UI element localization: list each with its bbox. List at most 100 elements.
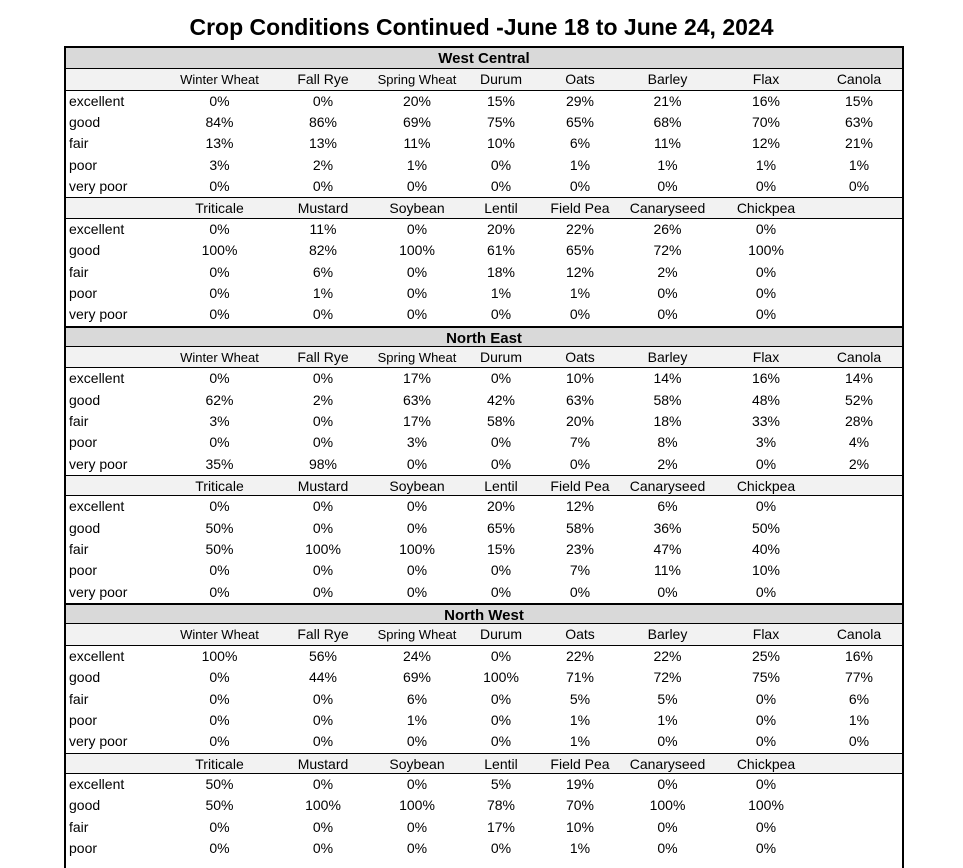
column-header-row: Winter Wheat Fall Rye Spring Wheat Durum Oat…	[66, 624, 902, 646]
value-cell: 0%	[657, 178, 678, 195]
value-cell: 4%	[848, 434, 870, 451]
row-label: excellent	[69, 775, 125, 792]
column-header: Flax	[752, 348, 780, 365]
data-row: excellent 50% 0% 0% 5% 19% 0% 0%	[66, 774, 902, 795]
column-header: Fall Rye	[297, 71, 349, 88]
value-cell: 72%	[653, 669, 682, 686]
value-cell: 48%	[751, 391, 781, 408]
value-cell: 0%	[209, 370, 230, 387]
value-cell: 69%	[402, 114, 432, 131]
value-cell: 0%	[657, 583, 678, 600]
column-header-row: Triticale Mustard Soybean Lentil Field Pea Ca…	[66, 197, 902, 219]
value-cell: 47%	[653, 541, 682, 558]
column-header: Fall Rye	[297, 348, 349, 365]
column-header: Barley	[647, 626, 688, 643]
column-header: Durum	[479, 626, 522, 643]
value-cell: 0%	[490, 690, 512, 707]
value-cell: 11%	[654, 562, 681, 579]
section-header: North West	[66, 603, 902, 625]
value-cell: 3%	[406, 434, 428, 451]
data-row: fair 13% 13% 11% 10% 6% 11% 12% 21%	[66, 133, 902, 154]
value-cell: 0%	[209, 434, 230, 451]
value-cell: 100%	[201, 647, 238, 664]
row-label: good	[69, 797, 101, 814]
value-cell: 68%	[653, 114, 682, 131]
value-cell: 0%	[312, 839, 334, 856]
value-cell: 0%	[755, 220, 777, 237]
value-cell: 0%	[406, 178, 428, 195]
value-cell: 6%	[406, 690, 428, 707]
row-label: poor	[69, 284, 98, 301]
value-cell: 6%	[848, 690, 870, 707]
data-row: poor 3% 2% 1% 0% 1% 1% 1% 1%	[66, 155, 902, 176]
value-cell: 63%	[565, 391, 595, 408]
data-row: fair 3% 0% 17% 58% 20% 18% 33% 28%	[66, 411, 902, 432]
data-row: fair 50% 100% 100% 15% 23% 47% 40%	[66, 539, 902, 560]
value-cell: 22%	[565, 647, 595, 664]
value-cell: 14%	[653, 370, 682, 387]
value-cell: 0%	[209, 498, 230, 515]
value-cell: 52%	[844, 391, 874, 408]
column-header: Flax	[752, 71, 780, 88]
column-header: Canaryseed	[629, 200, 706, 217]
value-cell: 0%	[312, 412, 334, 429]
column-header: Lentil	[484, 478, 518, 494]
row-label: good	[69, 114, 101, 131]
value-cell: 3%	[755, 434, 777, 451]
column-header: Canola	[836, 71, 882, 88]
value-cell: 86%	[308, 114, 338, 131]
value-cell: 35%	[205, 455, 234, 472]
value-cell: 0%	[755, 284, 777, 301]
value-cell: 17%	[402, 412, 432, 429]
value-cell: 0%	[209, 178, 230, 195]
value-cell: 0%	[490, 647, 512, 664]
data-row: good 50% 100% 100% 78% 70% 100% 100%	[66, 795, 902, 816]
row-label: poor	[69, 562, 98, 579]
value-cell: 0%	[490, 583, 512, 600]
value-cell: 100%	[649, 797, 686, 814]
value-cell: 0%	[490, 839, 512, 856]
column-header: Oats	[565, 348, 595, 365]
data-row: excellent 100% 56% 24% 0% 22% 22% 25% 16%	[66, 646, 902, 667]
data-row: good 84% 86% 69% 75% 65% 68% 70% 63%	[66, 112, 902, 133]
value-cell: 0%	[755, 690, 777, 707]
value-cell: 0%	[209, 690, 230, 707]
value-cell: 0%	[312, 583, 334, 600]
value-cell: 0%	[312, 519, 334, 536]
value-cell: 70%	[751, 114, 781, 131]
value-cell: 0%	[755, 839, 777, 856]
value-cell: 0%	[569, 306, 591, 323]
value-cell: 24%	[402, 647, 432, 664]
value-cell: 0%	[312, 818, 334, 835]
value-cell: 16%	[751, 370, 781, 387]
value-cell: 0%	[312, 178, 334, 195]
value-cell: 2%	[312, 156, 334, 173]
section-name: North West	[444, 607, 524, 625]
value-cell: 0%	[755, 455, 777, 472]
value-cell: 77%	[844, 669, 874, 686]
column-header: Oats	[565, 71, 595, 88]
value-cell: 0%	[209, 284, 230, 301]
column-header-row: Winter Wheat Fall Rye Spring Wheat Durum Oat…	[66, 69, 902, 91]
value-cell: 28%	[844, 412, 874, 429]
row-label: excellent	[69, 498, 125, 515]
section-header: North East	[66, 325, 902, 347]
data-row: good 100% 82% 100% 61% 65% 72% 100%	[66, 240, 902, 261]
value-cell: 2%	[657, 455, 678, 472]
value-cell: 23%	[565, 541, 595, 558]
column-header: Canaryseed	[629, 478, 706, 494]
data-row: poor 0% 0% 3% 0% 7% 8% 3% 4%	[66, 432, 902, 453]
page-title: Crop Conditions Continued -June 18 to Ju…	[189, 14, 774, 40]
column-header: Canola	[836, 626, 882, 643]
value-cell: 1%	[569, 733, 591, 750]
value-cell: 20%	[486, 220, 516, 237]
value-cell: 16%	[844, 647, 874, 664]
value-cell: 10%	[486, 135, 516, 152]
row-label: fair	[69, 135, 89, 152]
value-cell: 6%	[657, 498, 678, 515]
value-cell: 17%	[402, 370, 432, 387]
value-cell: 0%	[490, 434, 512, 451]
value-cell: 0%	[755, 178, 777, 195]
value-cell: 0%	[209, 92, 230, 109]
value-cell: 100%	[483, 669, 519, 686]
